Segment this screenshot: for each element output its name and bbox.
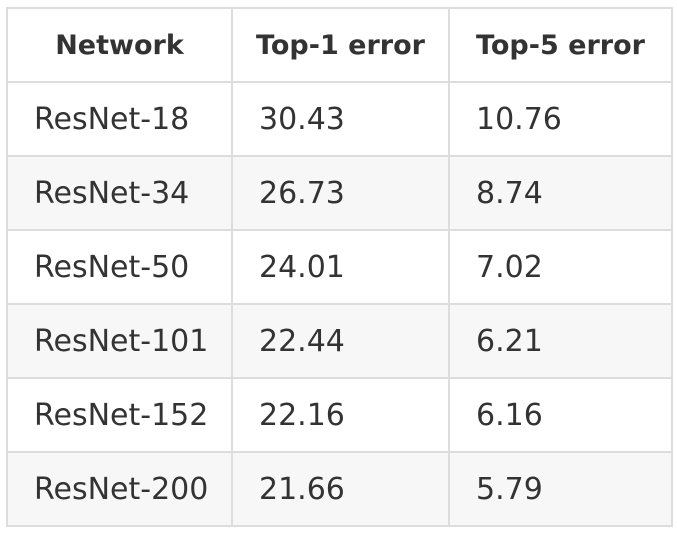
table-container: Network Top-1 error Top-5 error ResNet-1…	[6, 7, 673, 527]
cell-network: ResNet-101	[6, 303, 233, 379]
table-header: Network Top-1 error Top-5 error	[6, 7, 673, 83]
cell-top1-error: 21.66	[231, 451, 450, 527]
table-row: ResNet-152 22.16 6.16	[6, 377, 673, 453]
table-row: ResNet-101 22.44 6.21	[6, 303, 673, 379]
header-top1-error: Top-1 error	[231, 7, 450, 83]
cell-top1-error: 30.43	[231, 81, 450, 157]
cell-top5-error: 6.16	[448, 377, 673, 453]
table-row: ResNet-50 24.01 7.02	[6, 229, 673, 305]
header-network: Network	[6, 7, 233, 83]
table-body: ResNet-18 30.43 10.76 ResNet-34 26.73 8.…	[6, 81, 673, 527]
cell-top1-error: 22.44	[231, 303, 450, 379]
cell-top5-error: 10.76	[448, 81, 673, 157]
cell-network: ResNet-50	[6, 229, 233, 305]
cell-network: ResNet-200	[6, 451, 233, 527]
cell-top5-error: 6.21	[448, 303, 673, 379]
header-top5-error: Top-5 error	[448, 7, 673, 83]
cell-top1-error: 24.01	[231, 229, 450, 305]
cell-network: ResNet-34	[6, 155, 233, 231]
header-row: Network Top-1 error Top-5 error	[6, 7, 673, 83]
cell-network: ResNet-152	[6, 377, 233, 453]
cell-top5-error: 7.02	[448, 229, 673, 305]
cell-top5-error: 8.74	[448, 155, 673, 231]
table-row: ResNet-200 21.66 5.79	[6, 451, 673, 527]
cell-network: ResNet-18	[6, 81, 233, 157]
table-row: ResNet-18 30.43 10.76	[6, 81, 673, 157]
cell-top1-error: 22.16	[231, 377, 450, 453]
cell-top1-error: 26.73	[231, 155, 450, 231]
table-row: ResNet-34 26.73 8.74	[6, 155, 673, 231]
cell-top5-error: 5.79	[448, 451, 673, 527]
resnet-error-table: Network Top-1 error Top-5 error ResNet-1…	[6, 7, 673, 527]
